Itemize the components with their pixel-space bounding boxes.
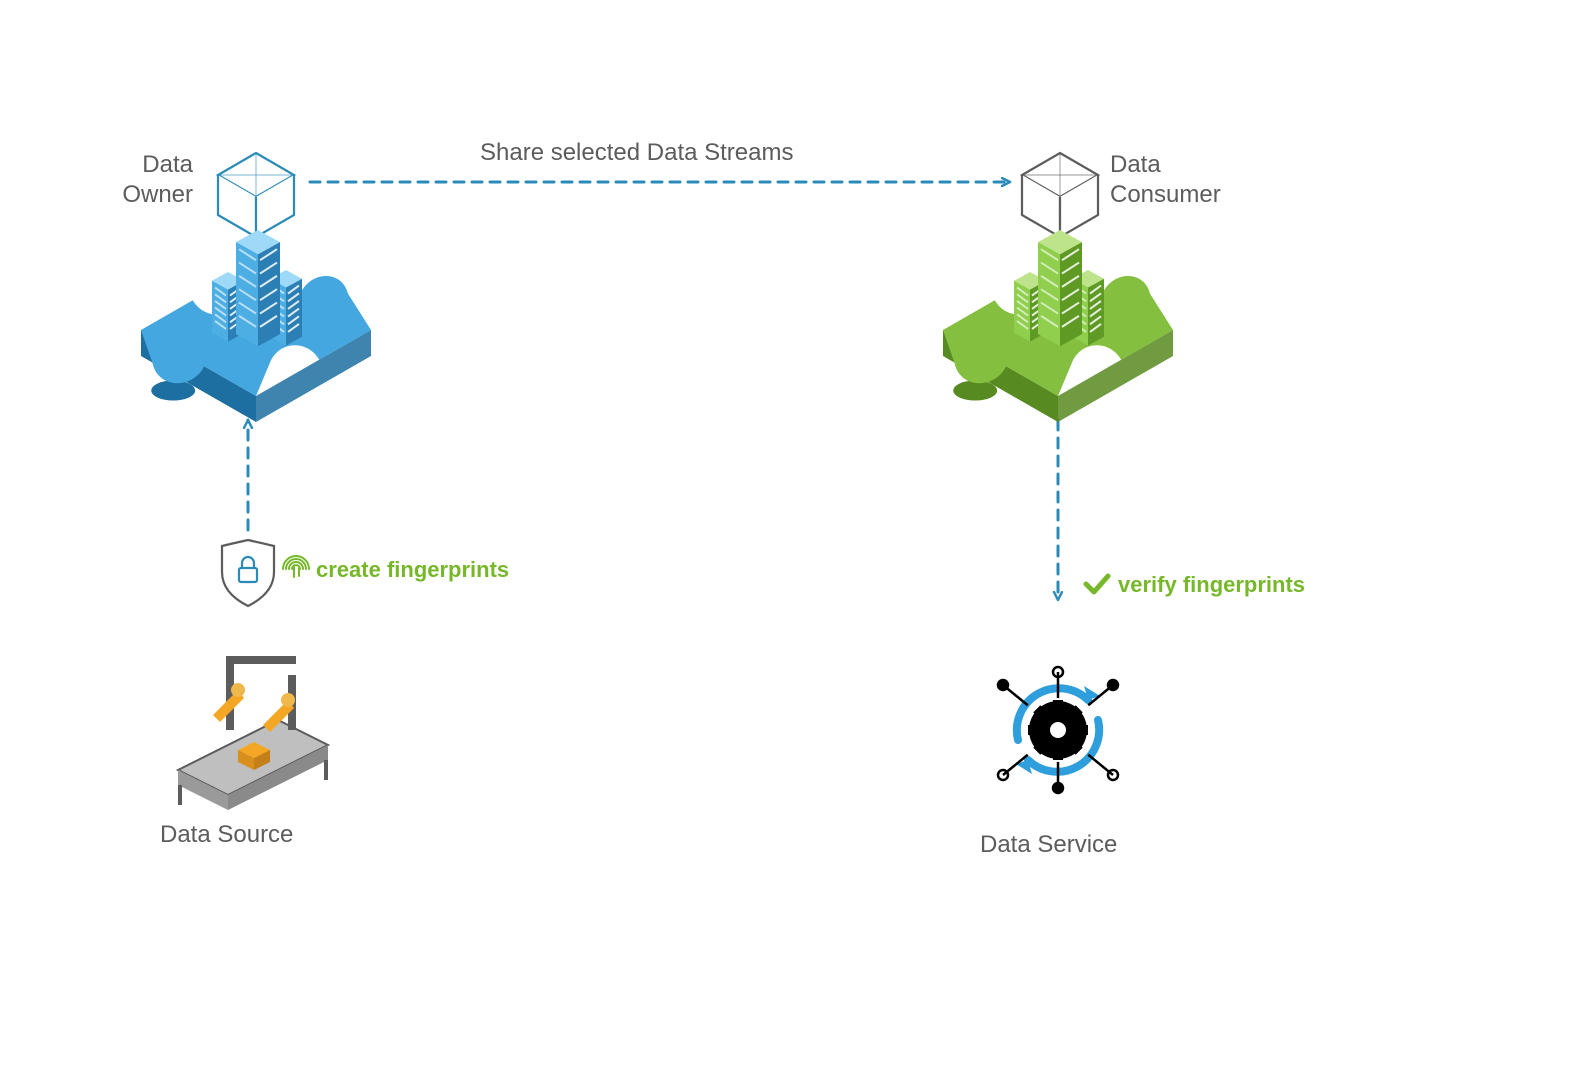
edge-label-share: Share selected Data Streams bbox=[480, 138, 794, 168]
node-label-service: Data Service bbox=[980, 830, 1117, 860]
annotation-create-fingerprints: create fingerprints bbox=[316, 557, 509, 583]
puzzle-piece-icon bbox=[141, 230, 371, 422]
cube-icon bbox=[1022, 153, 1098, 237]
check-icon bbox=[1086, 576, 1108, 592]
diagram-canvas bbox=[0, 0, 1590, 1080]
annotation-verify-fingerprints: verify fingerprints bbox=[1118, 572, 1305, 598]
gear-sync-icon bbox=[998, 667, 1118, 793]
puzzle-piece-icon bbox=[943, 230, 1173, 422]
node-label-source: Data Source bbox=[160, 820, 293, 850]
shield-lock-icon bbox=[222, 540, 274, 606]
cube-icon bbox=[218, 153, 294, 237]
fingerprint-icon bbox=[283, 556, 309, 577]
node-label-owner: DataOwner bbox=[53, 150, 193, 210]
factory-robot-icon bbox=[178, 656, 328, 810]
node-label-consumer: DataConsumer bbox=[1110, 150, 1310, 210]
